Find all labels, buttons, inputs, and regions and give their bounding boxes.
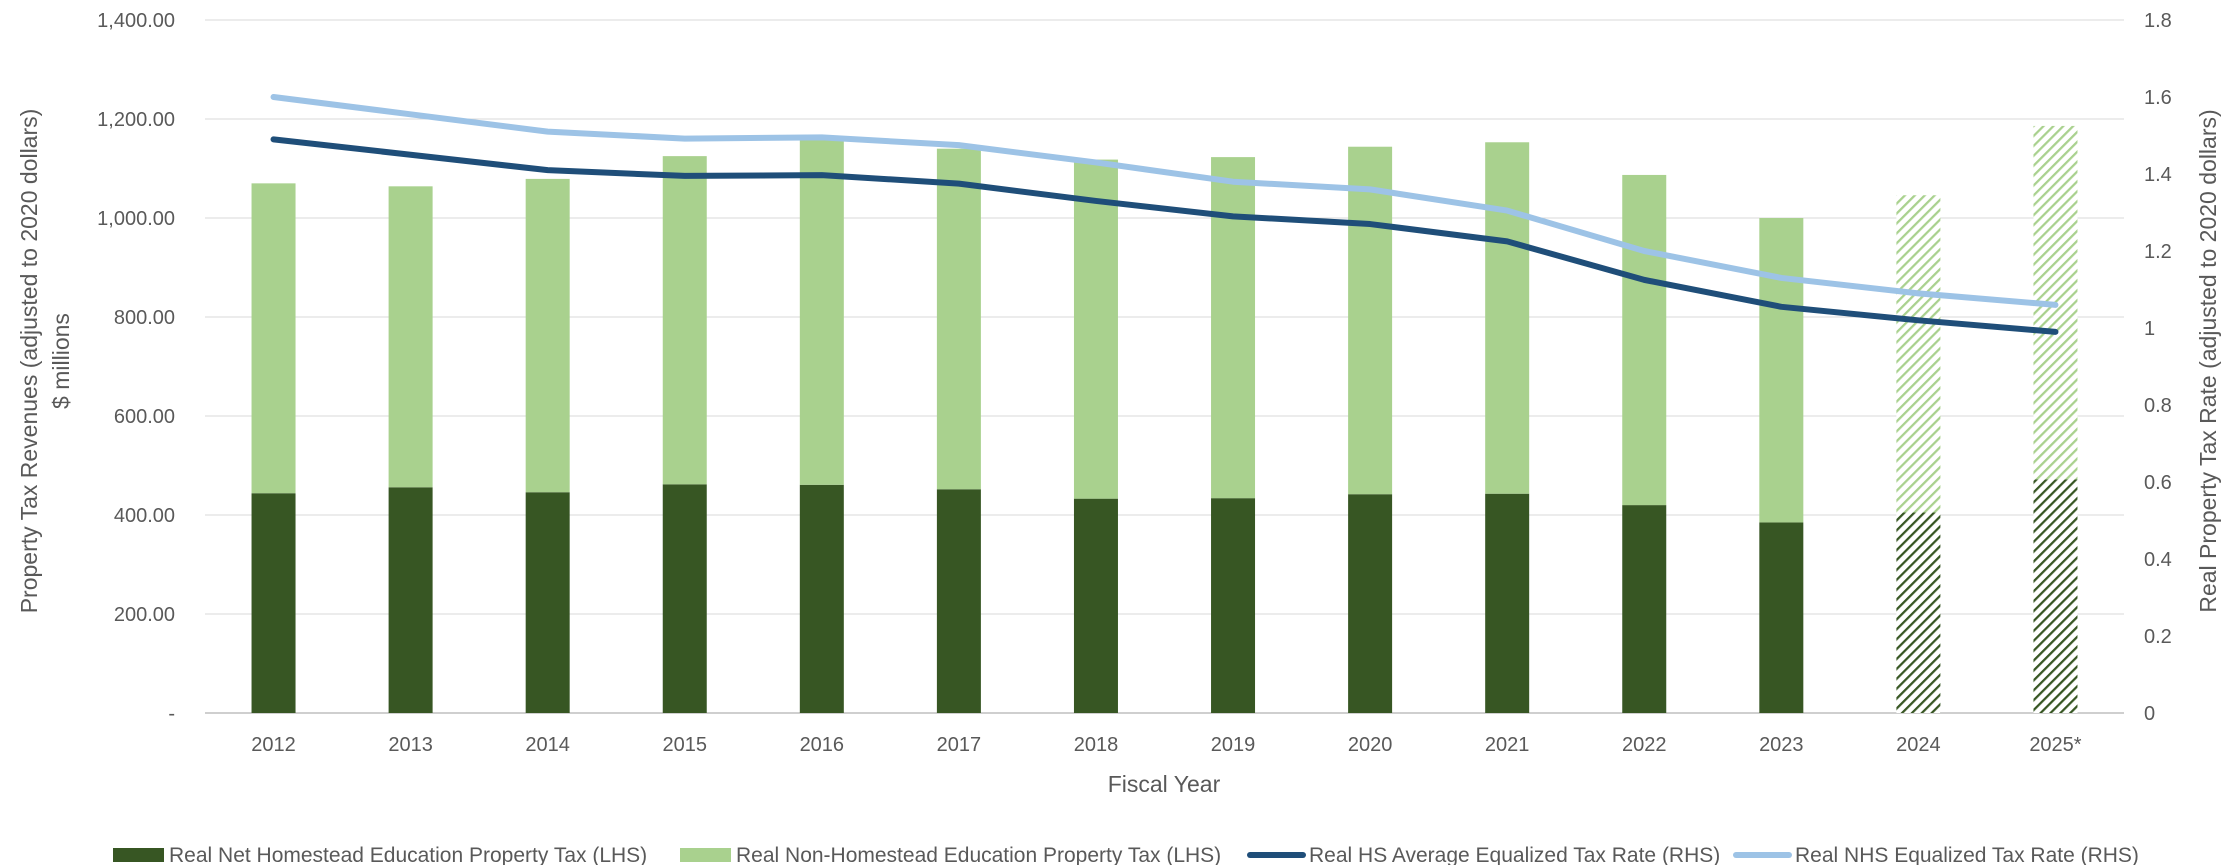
left-tick-label: 400.00 — [114, 505, 175, 527]
x-tick-label: 2024 — [1896, 734, 1941, 756]
left-tick-label: 1,400.00 — [97, 10, 175, 32]
left-tick-label: 1,000.00 — [97, 208, 175, 230]
bar-non-homestead — [388, 186, 433, 488]
legend-label-non-homestead: Real Non-Homestead Education Property Ta… — [736, 844, 1221, 865]
x-tick-label: 2016 — [800, 734, 845, 756]
right-tick-label: 1 — [2144, 318, 2155, 340]
x-tick-label: 2020 — [1348, 734, 1393, 756]
bar-non-homestead — [799, 139, 844, 485]
bar-homestead — [2033, 479, 2078, 713]
bars — [251, 125, 2078, 713]
x-tick-label: 2018 — [1074, 734, 1119, 756]
legend-swatch-homestead — [113, 848, 164, 862]
right-tick-label: 1.4 — [2144, 164, 2172, 186]
bar-homestead — [1348, 494, 1393, 713]
bar-homestead — [1211, 498, 1256, 713]
bar-homestead — [1759, 522, 1804, 713]
left-tick-label: 200.00 — [114, 604, 175, 626]
x-tick-label: 2015 — [663, 734, 708, 756]
right-tick-label: 0.4 — [2144, 549, 2172, 571]
legend-swatch-non-homestead — [680, 848, 731, 862]
gridlines — [205, 19, 2124, 714]
right-tick-label: 1.8 — [2144, 10, 2172, 32]
x-tick-label: 2014 — [525, 734, 570, 756]
legend-label-nhs-rate: Real NHS Equalized Tax Rate (RHS) — [1795, 844, 2139, 865]
x-tick-label: 2017 — [937, 734, 982, 756]
x-axis-title: Fiscal Year — [1108, 771, 1221, 797]
bar-homestead — [799, 484, 844, 713]
bar-homestead — [936, 489, 981, 713]
bar-non-homestead — [1211, 157, 1256, 499]
bar-homestead — [1896, 512, 1941, 713]
x-tick-label: 2013 — [388, 734, 433, 756]
left-tick-label: 800.00 — [114, 307, 175, 329]
bar-non-homestead — [1485, 142, 1530, 494]
x-tick-label: 2025* — [2029, 734, 2081, 756]
left-axis-subtitle: $ millions — [48, 313, 74, 409]
series-lines — [270, 94, 2059, 335]
right-tick-label: 1.6 — [2144, 87, 2172, 109]
bar-non-homestead — [662, 156, 707, 485]
bar-homestead — [1485, 493, 1530, 713]
bar-non-homestead — [1759, 218, 1804, 523]
bar-non-homestead — [936, 148, 981, 490]
right-tick-label: 0.8 — [2144, 395, 2172, 417]
x-tick-label: 2019 — [1211, 734, 1256, 756]
bar-non-homestead — [1073, 159, 1118, 499]
left-tick-label: 600.00 — [114, 406, 175, 428]
right-tick-label: 0.2 — [2144, 626, 2172, 648]
bar-non-homestead — [251, 183, 296, 494]
right-tick-label: 0.6 — [2144, 472, 2172, 494]
bar-homestead — [1622, 505, 1667, 713]
right-axis-ticks: 0 0.2 0.4 0.6 0.8 1 1.2 1.4 1.6 1.8 — [2144, 10, 2172, 725]
right-tick-label: 1.2 — [2144, 241, 2172, 263]
left-tick-label: - — [168, 703, 175, 725]
x-axis-ticks: 2012 2013 2014 2015 2016 2017 2018 2019 2020 2021… — [251, 734, 2082, 756]
x-tick-label: 2021 — [1485, 734, 1530, 756]
line-nhs-rate — [270, 94, 2059, 308]
right-tick-label: 0 — [2144, 703, 2155, 725]
bar-homestead — [525, 492, 570, 713]
x-tick-label: 2023 — [1759, 734, 1804, 756]
bar-non-homestead — [525, 178, 570, 493]
bar-non-homestead — [1622, 174, 1667, 506]
x-tick-label: 2022 — [1622, 734, 1667, 756]
bar-homestead — [1073, 498, 1118, 713]
bar-homestead — [662, 484, 707, 713]
x-tick-label: 2012 — [251, 734, 296, 756]
legend: Real Net Homestead Education Property Ta… — [113, 844, 2139, 865]
bar-homestead — [388, 487, 433, 713]
legend-label-homestead: Real Net Homestead Education Property Ta… — [169, 844, 647, 865]
bar-homestead — [251, 493, 296, 713]
bar-non-homestead — [1348, 146, 1393, 495]
left-axis-title: Property Tax Revenues (adjusted to 2020 … — [16, 109, 42, 614]
right-axis-title: Real Property Tax Rate (adjusted to 2020… — [2195, 109, 2221, 612]
left-axis-ticks: - 200.00 400.00 600.00 800.00 1,000.00 1,200.0… — [97, 10, 175, 725]
line-hs-rate — [270, 136, 2059, 335]
legend-label-hs-rate: Real HS Average Equalized Tax Rate (RHS) — [1309, 844, 1720, 865]
left-tick-label: 1,200.00 — [97, 109, 175, 131]
bar-non-homestead — [1896, 195, 1941, 513]
